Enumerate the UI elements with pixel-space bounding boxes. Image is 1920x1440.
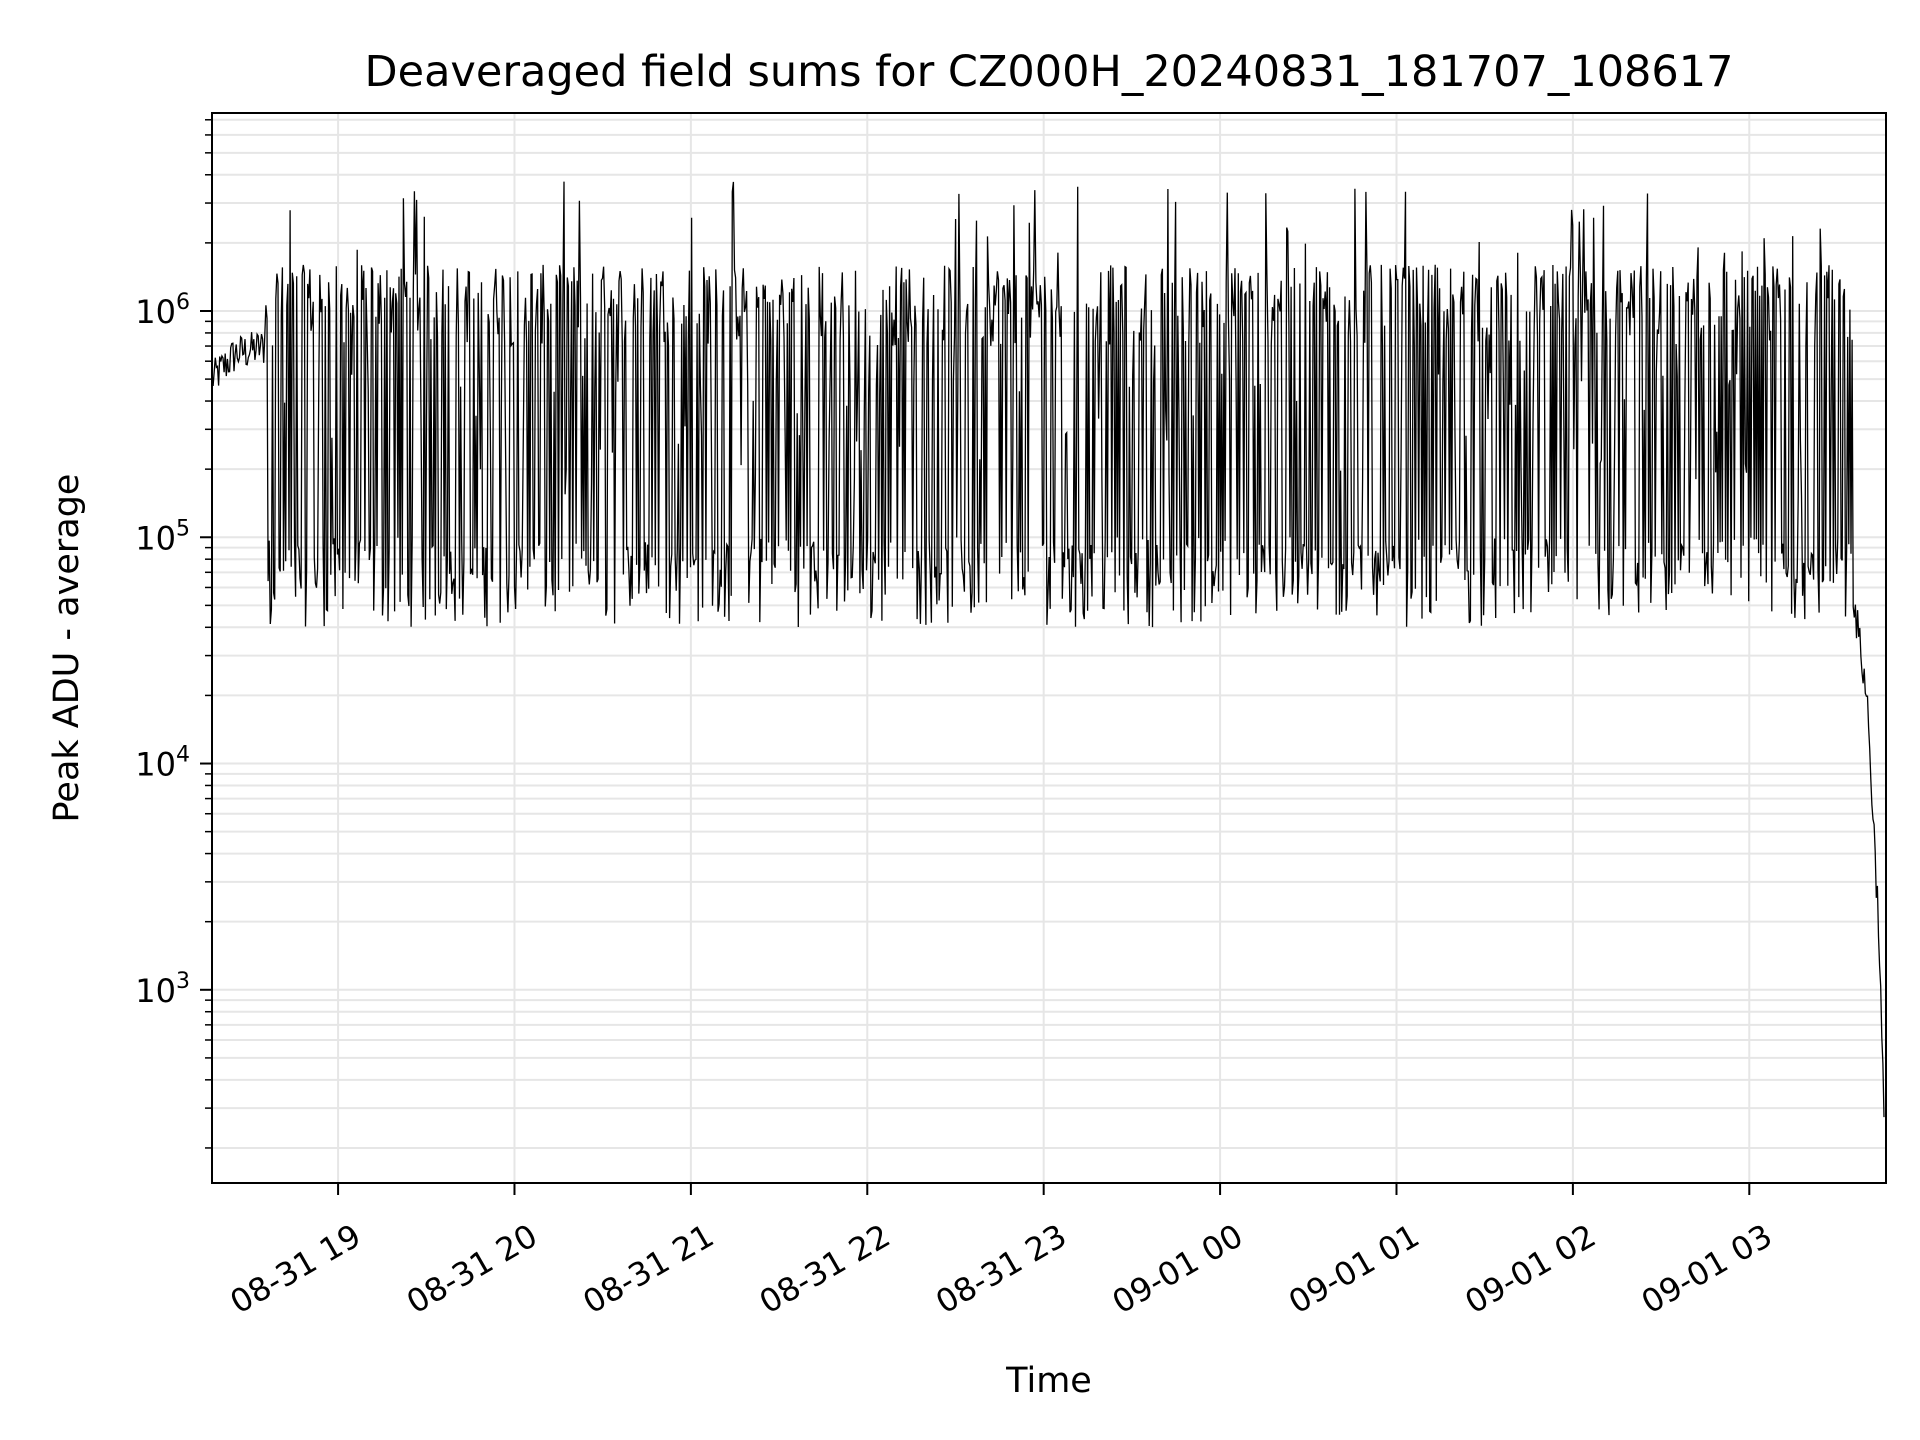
series-line: [211, 181, 1885, 1118]
series-layer: [211, 181, 1885, 1118]
y-tick-label: 105: [135, 516, 190, 557]
x-axis-label: Time: [1005, 1361, 1092, 1401]
chart-title: Deaveraged field sums for CZ000H_2024083…: [365, 47, 1734, 97]
y-tick-label: 106: [135, 290, 190, 331]
y-axis-label: Peak ADU - average: [47, 474, 87, 823]
y-tick-label: 103: [135, 969, 190, 1010]
y-axis-ticks: 103 104 105 106: [135, 119, 212, 1149]
y-tick-label: 104: [135, 743, 190, 784]
axes-frame: [211, 112, 1887, 1184]
